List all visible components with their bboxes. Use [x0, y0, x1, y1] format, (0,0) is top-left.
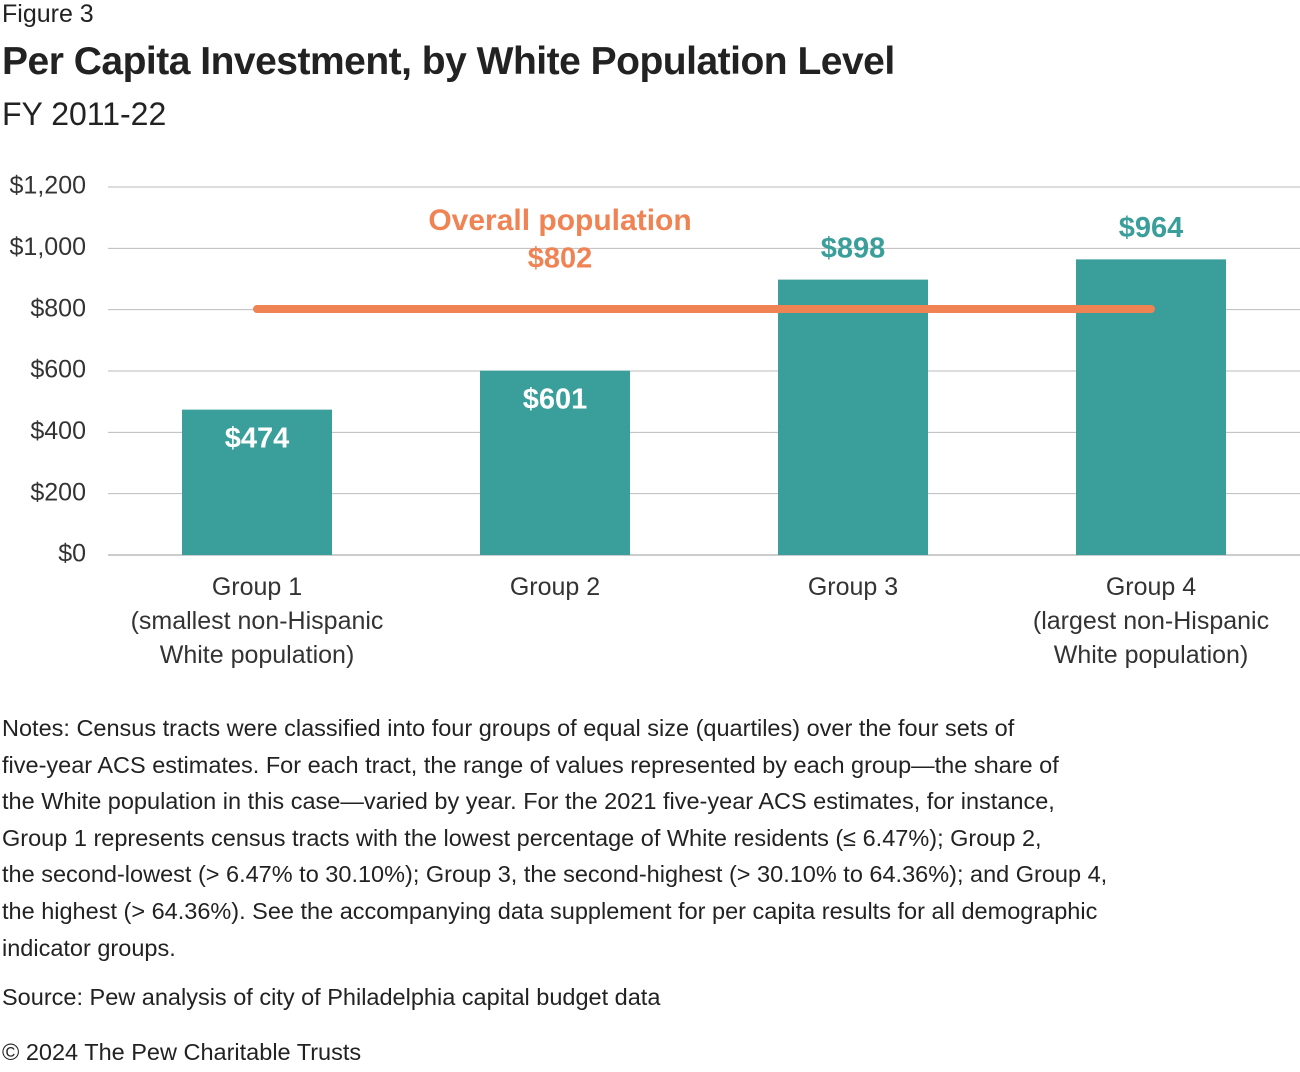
- y-tick-label: $800: [30, 294, 86, 322]
- y-tick-label: $1,000: [10, 233, 86, 261]
- source: Source: Pew analysis of city of Philadel…: [2, 984, 661, 1010]
- bar: [1076, 259, 1226, 555]
- bar: [182, 409, 332, 555]
- chart: $0 $200 $400 $600 $800 $1,000 $1,200 $474 $601 $8…: [10, 172, 1300, 568]
- y-tick-label: $0: [58, 540, 86, 568]
- y-tick-label: $200: [30, 478, 86, 506]
- bar: [778, 279, 928, 555]
- x-tick-label: Group 4 (largest non-Hispanic White popu…: [1032, 573, 1270, 669]
- value-label: $898: [821, 232, 886, 264]
- x-tick-label: Group 2: [509, 573, 601, 601]
- value-label: $964: [1119, 212, 1184, 244]
- value-label: $474: [225, 422, 290, 454]
- x-tick-label: Group 1 (smallest non-Hispanic White pop…: [130, 573, 384, 669]
- y-tick-label: $1,200: [10, 172, 86, 200]
- x-tick-label: Group 3: [807, 573, 899, 601]
- chart-title: Per Capita Investment, by White Populati…: [2, 40, 895, 83]
- value-label: $601: [523, 383, 588, 415]
- bar: [480, 370, 630, 555]
- figure-label: Figure 3: [2, 0, 94, 28]
- copyright: © 2024 The Pew Charitable Trusts: [2, 1039, 362, 1065]
- reference-label: Overall population: [428, 204, 691, 237]
- y-tick-label: $600: [30, 356, 86, 384]
- chart-subtitle: FY 2011-22: [2, 96, 167, 132]
- reference-value-label: $802: [528, 243, 593, 275]
- notes: Notes: Census tracts were classified int…: [2, 715, 1108, 961]
- y-tick-label: $400: [30, 417, 86, 445]
